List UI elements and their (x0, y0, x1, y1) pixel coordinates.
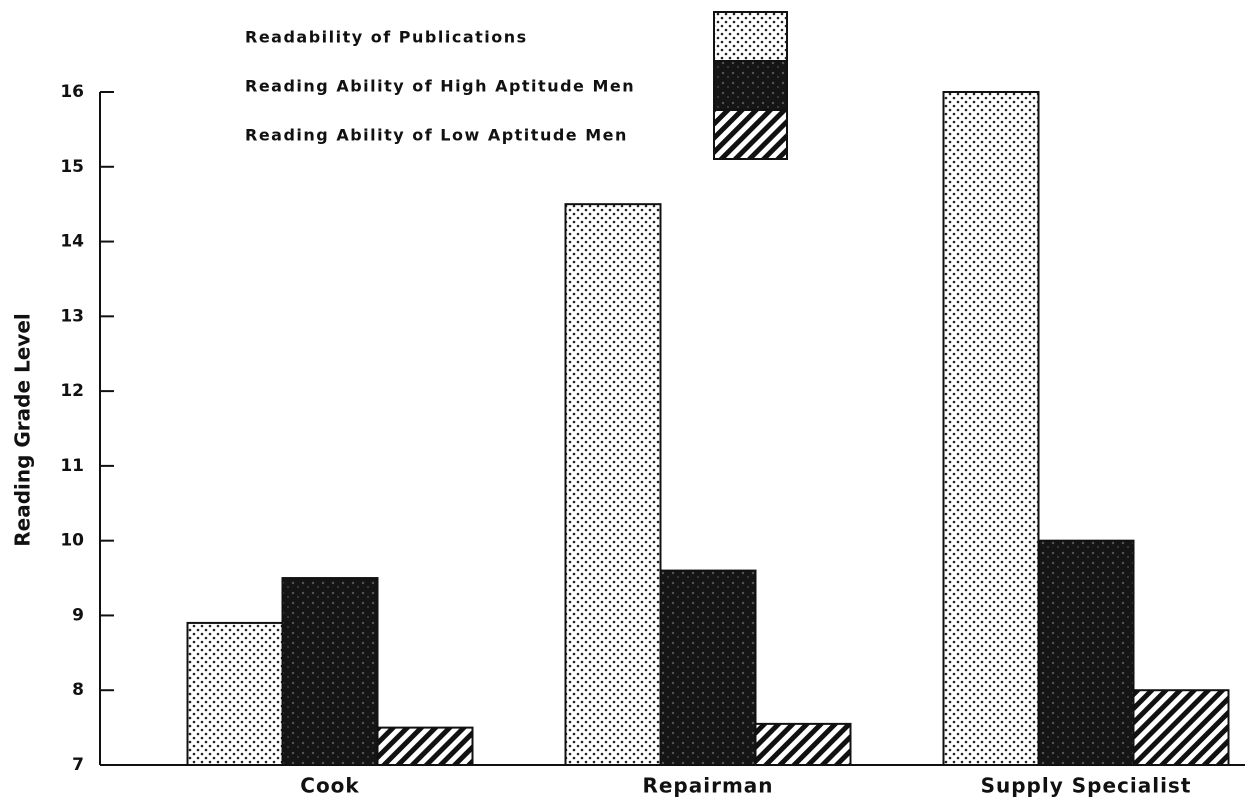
y-tick-label: 7 (72, 755, 84, 775)
legend-swatch (713, 60, 788, 111)
legend-label: Reading Ability of High Aptitude Men (245, 77, 635, 96)
bar (1132, 689, 1230, 767)
legend-label: Readability of Publications (245, 28, 528, 47)
y-tick-label: 14 (60, 232, 84, 252)
bar (186, 621, 284, 767)
legend-swatch (713, 109, 788, 160)
y-tick-label: 13 (60, 306, 84, 326)
y-tick-label: 9 (72, 605, 84, 625)
y-tick-label: 8 (72, 680, 84, 700)
y-tick-label: 16 (60, 82, 84, 102)
x-tick-label: Supply Specialist (981, 774, 1192, 798)
y-axis-label: Reading Grade Level (11, 313, 35, 547)
x-tick-label: Repairman (642, 774, 773, 798)
x-tick-label: Cook (300, 774, 359, 798)
bar (942, 91, 1040, 766)
bar (564, 203, 662, 766)
y-tick-label: 10 (60, 531, 84, 551)
y-tick-label: 15 (60, 157, 84, 177)
y-tick-label: 11 (60, 456, 84, 476)
legend-label: Reading Ability of Low Aptitude Men (245, 126, 628, 145)
y-tick-label: 12 (60, 381, 84, 401)
bar (1037, 539, 1135, 767)
bar (754, 722, 852, 766)
bar (281, 577, 379, 766)
bar (659, 569, 757, 766)
bar (376, 726, 474, 766)
legend-swatch (713, 11, 788, 62)
